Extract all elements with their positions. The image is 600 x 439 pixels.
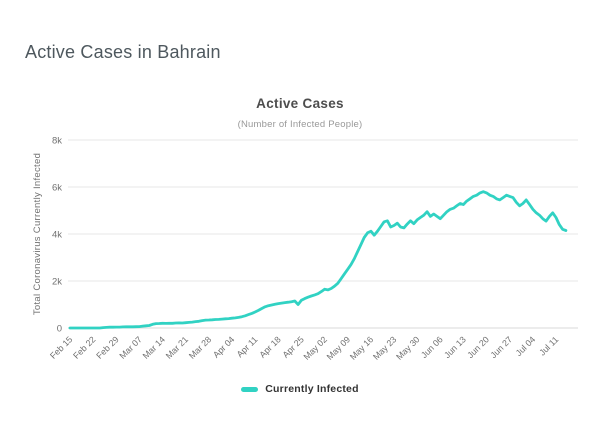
x-tick-label: Apr 18 — [257, 334, 282, 359]
x-tick-label: Jul 11 — [537, 334, 560, 357]
x-tick-label: Mar 14 — [141, 334, 168, 361]
legend-line-marker-icon — [241, 386, 259, 392]
legend-item-label: Currently Infected — [265, 383, 359, 395]
x-tick-label: Feb 22 — [71, 334, 98, 361]
x-tick-label: May 09 — [325, 334, 353, 362]
x-tick-label: May 30 — [394, 334, 422, 362]
x-tick-label: May 02 — [302, 334, 330, 362]
x-tick-label: Apr 11 — [235, 334, 260, 359]
y-tick-label: 2k — [52, 277, 62, 288]
page-title: Active Cases in Bahrain — [25, 42, 221, 62]
y-tick-label: 4k — [52, 230, 62, 241]
x-tick-label: Jun 20 — [465, 334, 491, 360]
chart-title: Active Cases — [256, 96, 344, 111]
y-axis-title: Total Coronavirus Currently Infected — [32, 153, 43, 315]
x-tick-label: May 16 — [348, 334, 376, 362]
x-tick-label: Apr 04 — [211, 334, 236, 359]
x-tick-label: Mar 28 — [187, 334, 214, 361]
x-tick-label: Jun 06 — [419, 334, 445, 360]
x-tick-label: Jul 04 — [514, 334, 538, 358]
x-tick-label: May 23 — [371, 334, 399, 362]
chart-plot-area: 0 2k 4k 6k 8k Total Coronavirus Currently Inf… — [32, 136, 578, 362]
series-line-currently-infected — [68, 190, 568, 330]
x-tick-label: Mar 21 — [164, 334, 191, 361]
y-tick-label: 8k — [52, 136, 62, 147]
x-tick-label: Mar 07 — [117, 334, 144, 361]
y-tick-label: 0 — [57, 324, 62, 335]
chart-subtitle: (Number of Infected People) — [237, 119, 363, 130]
x-tick-label: Feb 15 — [48, 334, 75, 361]
x-tick-label: Jun 27 — [488, 334, 514, 360]
legend-item-currently-infected[interactable]: Currently Infected — [0, 383, 600, 395]
x-tick-label: Jun 13 — [442, 334, 468, 360]
y-tick-label: 6k — [52, 183, 62, 194]
x-tick-label: Feb 29 — [94, 334, 121, 361]
